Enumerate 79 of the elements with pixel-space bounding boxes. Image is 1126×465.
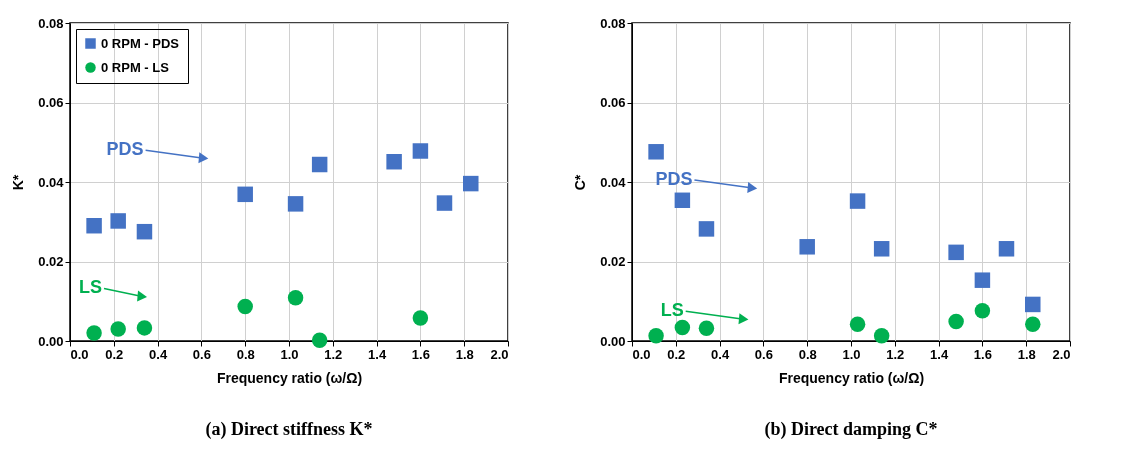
legend-label: 0 RPM - PDS xyxy=(101,35,180,51)
point xyxy=(948,313,964,330)
y-tick-label: 0.08 xyxy=(38,15,64,31)
point xyxy=(849,316,866,333)
point xyxy=(287,196,304,212)
x-tick-label: 0.8 xyxy=(798,346,817,362)
text: (b) Direct damping C* xyxy=(764,419,938,440)
x-tick-label: 2.0 xyxy=(1052,346,1071,362)
x-tick-label: 0.8 xyxy=(236,346,255,362)
x-tick-label: 0.2 xyxy=(667,346,686,362)
point xyxy=(1025,316,1041,333)
y-tick-label: 0.00 xyxy=(600,333,626,349)
point xyxy=(136,223,153,240)
y-tick-label: 0.02 xyxy=(38,254,64,269)
point xyxy=(237,298,253,315)
x-tick-label: 0.4 xyxy=(711,346,730,362)
point xyxy=(311,332,328,348)
x-tick-label: 1.2 xyxy=(324,346,343,362)
x-tick-label: 1.0 xyxy=(280,346,299,362)
x-tick-label: 1.2 xyxy=(886,346,905,362)
x-tick-label: 0.6 xyxy=(192,346,211,362)
point xyxy=(799,239,815,255)
point xyxy=(648,144,664,160)
point xyxy=(86,217,102,234)
point xyxy=(412,310,429,326)
point xyxy=(110,213,126,229)
point xyxy=(86,325,102,341)
y-tick-label: 0.00 xyxy=(38,333,64,349)
x-tick-label: 1.6 xyxy=(973,346,992,362)
point xyxy=(110,321,126,337)
annotation: PDS xyxy=(655,168,693,189)
x-tick-label: 1.4 xyxy=(368,346,387,362)
x-tick-label: 0.6 xyxy=(754,346,773,362)
x-axis-title: Frequency ratio (ω/Ω) xyxy=(778,369,925,386)
point xyxy=(698,320,715,337)
x-tick-label: 1.8 xyxy=(1017,346,1036,362)
x-tick-label: 1.8 xyxy=(455,346,474,362)
point xyxy=(1025,296,1041,313)
point xyxy=(412,143,429,159)
x-axis-title: Frequency ratio (ω/Ω) xyxy=(216,369,363,386)
point xyxy=(674,192,691,209)
x-tick-label: 0.4 xyxy=(149,346,168,362)
point xyxy=(237,186,253,203)
point xyxy=(974,272,991,288)
x-tick-label: 1.0 xyxy=(842,346,861,362)
point xyxy=(648,328,664,344)
point xyxy=(136,320,153,336)
x-tick-label: 0.0 xyxy=(632,346,651,362)
point xyxy=(948,244,964,261)
y-tick-label: 0.04 xyxy=(600,174,627,190)
point xyxy=(873,328,890,344)
y-tick-label: 0.02 xyxy=(600,254,626,269)
point xyxy=(287,289,304,306)
y-tick-label: 0.06 xyxy=(600,95,626,110)
x-tick-label: 1.4 xyxy=(930,346,949,362)
point xyxy=(974,303,991,319)
point xyxy=(436,195,453,211)
y-tick-label: 0.08 xyxy=(600,15,626,31)
x-tick-label: 2.0 xyxy=(490,346,509,362)
y-tick-label: 0.04 xyxy=(38,174,65,190)
legend-label: 0 RPM - LS xyxy=(101,59,170,75)
annotation: PDS xyxy=(106,139,144,160)
y-tick-label: 0.06 xyxy=(38,95,64,110)
point xyxy=(698,221,715,237)
x-tick-label: 0.0 xyxy=(70,346,89,362)
annotation: LS xyxy=(660,300,684,321)
y-axis-title: C* xyxy=(572,174,589,191)
point xyxy=(386,153,402,170)
x-tick-label: 1.6 xyxy=(411,346,430,362)
point xyxy=(873,241,890,257)
point xyxy=(311,156,328,173)
annotation: LS xyxy=(78,277,102,298)
x-tick-label: 0.2 xyxy=(105,346,124,362)
text: (a) Direct stiffness K* xyxy=(205,419,373,440)
point xyxy=(463,175,479,192)
point xyxy=(998,241,1015,257)
point xyxy=(849,193,866,209)
point xyxy=(674,319,691,336)
y-axis-title: K* xyxy=(10,174,27,191)
